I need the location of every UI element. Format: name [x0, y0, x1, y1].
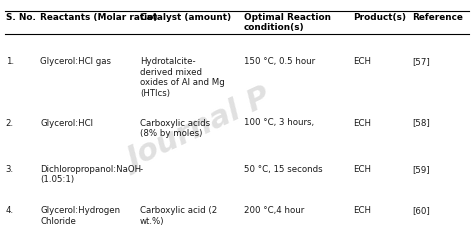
- Text: [58]: [58]: [412, 118, 430, 128]
- Text: Glycerol:HCl gas: Glycerol:HCl gas: [40, 57, 111, 66]
- Text: 150 °C, 0.5 hour: 150 °C, 0.5 hour: [244, 57, 315, 66]
- Text: Journal P: Journal P: [123, 84, 275, 176]
- Text: Reference: Reference: [412, 13, 463, 22]
- Text: Product(s): Product(s): [353, 13, 406, 22]
- Text: Optimal Reaction
condition(s): Optimal Reaction condition(s): [244, 13, 331, 32]
- Text: Carboxylic acid (2
wt.%): Carboxylic acid (2 wt.%): [140, 206, 217, 226]
- Text: Dichloropropanol:NaOH
(1.05:1): Dichloropropanol:NaOH (1.05:1): [40, 165, 141, 184]
- Text: 1.: 1.: [6, 57, 14, 66]
- Text: [60]: [60]: [412, 206, 430, 215]
- Text: [59]: [59]: [412, 165, 430, 174]
- Text: Carboxylic acids
(8% by moles): Carboxylic acids (8% by moles): [140, 118, 210, 138]
- Text: ECH: ECH: [353, 165, 371, 174]
- Text: 2.: 2.: [6, 118, 14, 128]
- Text: Catalyst (amount): Catalyst (amount): [140, 13, 231, 22]
- Text: -: -: [140, 165, 143, 174]
- Text: Glycerol:Hydrogen
Chloride: Glycerol:Hydrogen Chloride: [40, 206, 120, 226]
- Text: 200 °C,4 hour: 200 °C,4 hour: [244, 206, 304, 215]
- Text: Glycerol:HCl: Glycerol:HCl: [40, 118, 93, 128]
- Text: Hydrotalcite-
derived mixed
oxides of Al and Mg
(HTlcs): Hydrotalcite- derived mixed oxides of Al…: [140, 57, 225, 98]
- Text: 100 °C, 3 hours,: 100 °C, 3 hours,: [244, 118, 314, 128]
- Text: 4.: 4.: [6, 206, 14, 215]
- Text: [57]: [57]: [412, 57, 430, 66]
- Text: ECH: ECH: [353, 57, 371, 66]
- Text: 50 °C, 15 seconds: 50 °C, 15 seconds: [244, 165, 323, 174]
- Text: S. No.: S. No.: [6, 13, 36, 22]
- Text: ECH: ECH: [353, 206, 371, 215]
- Text: 3.: 3.: [6, 165, 14, 174]
- Text: Reactants (Molar ratio): Reactants (Molar ratio): [40, 13, 158, 22]
- Text: ECH: ECH: [353, 118, 371, 128]
